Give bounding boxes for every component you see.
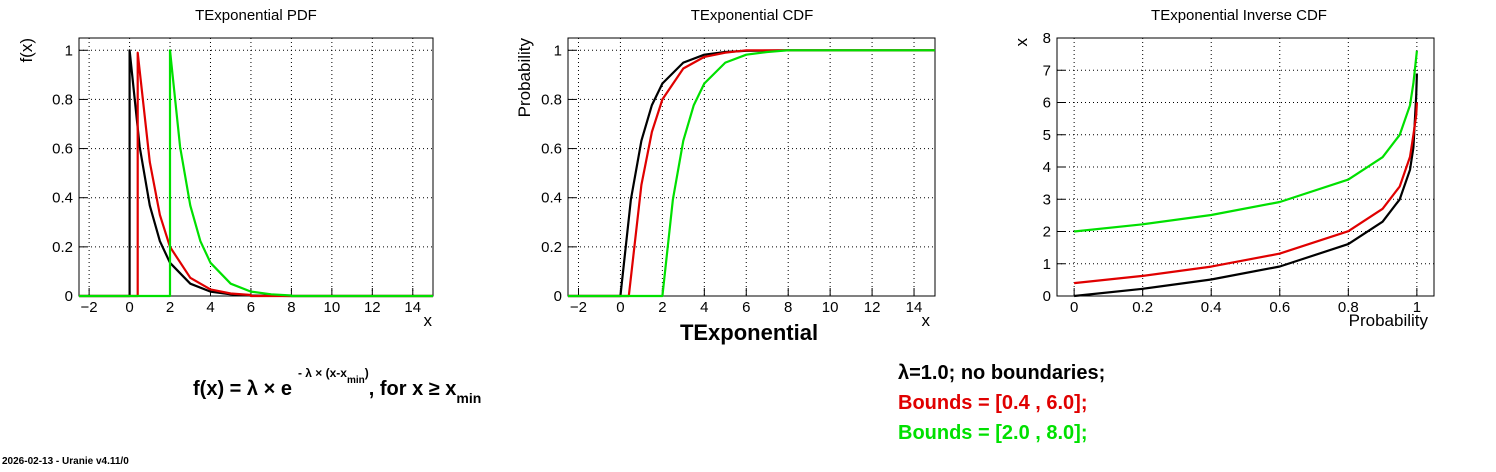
- x-tick-label: 0.4: [1201, 299, 1222, 316]
- y-tick-label: 6: [1043, 95, 1051, 112]
- formula-exponent-close: ): [364, 366, 369, 380]
- formula-exponent-text: - λ × (x-x: [297, 366, 347, 380]
- x-tick-label: 14: [404, 299, 421, 316]
- x-axis-label: x: [922, 311, 931, 330]
- plot-title: TExponential Inverse CDF: [1151, 7, 1327, 24]
- x-axis-label: x: [424, 311, 433, 330]
- y-axis-label: f(x): [17, 38, 36, 63]
- x-tick-label: 12: [864, 299, 881, 316]
- formula-exponent-sub: min: [346, 375, 365, 386]
- x-tick-label: 8: [287, 299, 295, 316]
- inverse-cdf-panel: TExponential Inverse CDF 0 0.2 0.4 0.6 0.8 1 0 1…: [1012, 7, 1435, 330]
- formula-lhs: f(x) = λ × e: [193, 378, 292, 400]
- y-tick-label: 0.2: [52, 239, 73, 256]
- y-tick-label: 3: [1043, 191, 1051, 208]
- y-tick-label: 0.8: [541, 91, 562, 108]
- x-tick-label: 10: [822, 299, 839, 316]
- y-tick-label: 8: [1043, 30, 1051, 47]
- y-tick-label: 0: [554, 288, 562, 305]
- x-tick-label: 0.8: [1338, 299, 1359, 316]
- series-line-black: [79, 49, 433, 298]
- x-tick-label: 1: [1413, 299, 1421, 316]
- series-line-red: [1073, 102, 1418, 285]
- series-line-black: [568, 49, 935, 298]
- y-tick-label: 4: [1043, 159, 1051, 176]
- x-tick-label: 2: [658, 299, 666, 316]
- x-tick-label: 0: [1070, 299, 1078, 316]
- x-tick-label: 2: [166, 299, 174, 316]
- y-tick-label: 0: [1043, 288, 1051, 305]
- x-tick-label: 10: [324, 299, 341, 316]
- legend-entry-3: Bounds = [2.0 , 8.0];: [898, 422, 1088, 444]
- plot-title: TExponential CDF: [691, 7, 814, 24]
- y-tick-label: 2: [1043, 224, 1051, 241]
- x-tick-label: −2: [81, 299, 98, 316]
- pdf-panel: TExponential PDF −2 0 2 4 6 8 10 12 14 0 0.2 0.4 0.6 0…: [17, 7, 434, 330]
- legend-entry-2: Bounds = [0.4 , 6.0];: [898, 392, 1088, 414]
- y-tick-label: 5: [1043, 127, 1051, 144]
- y-tick-label: 1: [65, 42, 73, 59]
- series-line-green: [79, 49, 433, 298]
- cdf-panel: TExponential CDF −2 0 2 4 6 8 10 12 14 0 0.2 0.4 0.6 0…: [515, 7, 936, 330]
- y-tick-label: 1: [554, 42, 562, 59]
- y-tick-label: 1: [1043, 256, 1051, 273]
- main-title: TExponential: [680, 320, 818, 345]
- series-line-green: [1073, 50, 1418, 233]
- formula-exponent: - λ × (x-xmin): [297, 366, 369, 386]
- y-tick-label: 0.2: [541, 239, 562, 256]
- formula-rhs: , for x ≥ x: [368, 378, 457, 400]
- legend: λ=1.0; no boundaries; Bounds = [0.4 , 6.…: [898, 358, 1105, 448]
- y-tick-label: 0.4: [52, 190, 73, 207]
- x-tick-label: 12: [364, 299, 381, 316]
- x-axis-label: Probability: [1349, 311, 1429, 330]
- y-tick-label: 0.8: [52, 91, 73, 108]
- pdf-formula: f(x) = λ × e- λ × (x-xmin), for x ≥ xmin: [193, 366, 481, 406]
- x-tick-label: 14: [906, 299, 923, 316]
- series-line-red: [79, 51, 433, 298]
- y-tick-label: 0: [65, 288, 73, 305]
- plot-frame: [567, 37, 936, 297]
- y-tick-label: 0.4: [541, 190, 562, 207]
- x-tick-label: 0: [125, 299, 133, 316]
- y-axis-label: Probability: [515, 38, 534, 118]
- x-tick-label: −2: [570, 299, 587, 316]
- x-tick-label: 0.6: [1269, 299, 1290, 316]
- series-line-green: [568, 49, 935, 298]
- legend-entry-1: λ=1.0; no boundaries;: [898, 362, 1106, 384]
- formula-rhs-sub: min: [456, 390, 482, 406]
- x-tick-label: 4: [206, 299, 214, 316]
- footer-stamp: 2026-02-13 - Uranie v4.11/0: [2, 456, 129, 467]
- x-tick-label: 4: [700, 299, 708, 316]
- y-tick-label: 7: [1043, 62, 1051, 79]
- y-axis-label: x: [1012, 38, 1031, 47]
- x-tick-label: 0.2: [1132, 299, 1153, 316]
- x-tick-label: 8: [784, 299, 792, 316]
- y-tick-label: 0.6: [541, 141, 562, 158]
- x-tick-label: 6: [247, 299, 255, 316]
- y-tick-label: 0.6: [52, 141, 73, 158]
- x-tick-label: 0: [616, 299, 624, 316]
- x-tick-label: 6: [742, 299, 750, 316]
- series-line-red: [568, 49, 935, 298]
- series-line-black: [1073, 73, 1418, 298]
- plot-title: TExponential PDF: [195, 7, 317, 24]
